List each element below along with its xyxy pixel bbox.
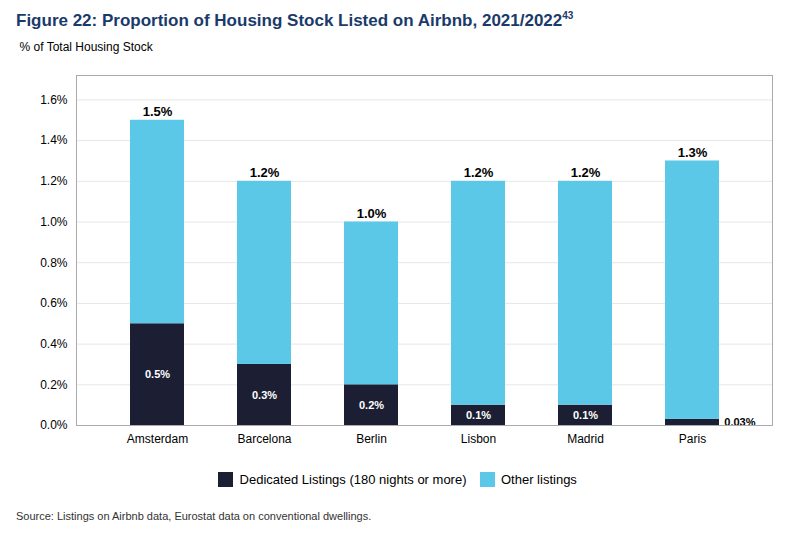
svg-text:1.3%: 1.3% xyxy=(678,145,708,160)
svg-text:0.0%: 0.0% xyxy=(40,418,68,432)
svg-text:0.5%: 0.5% xyxy=(145,368,170,380)
svg-text:0.6%: 0.6% xyxy=(40,296,68,310)
svg-text:1.0%: 1.0% xyxy=(357,206,387,221)
svg-text:0.03%: 0.03% xyxy=(724,416,755,428)
svg-text:1.4%: 1.4% xyxy=(40,133,68,147)
svg-text:1.2%: 1.2% xyxy=(571,165,601,180)
html-text:Other listings: Other listings xyxy=(501,471,577,487)
svg-text:Lisbon: Lisbon xyxy=(461,432,496,446)
svg-text:1.5%: 1.5% xyxy=(143,104,173,119)
html-text:Figure 22: Proportion of Housi: Figure 22: Proportion of Housing Stock L… xyxy=(16,10,563,30)
svg-text:Barcelona: Barcelona xyxy=(237,432,291,446)
svg-text:0.1%: 0.1% xyxy=(466,409,491,421)
svg-text:% of Total Housing Stock: % of Total Housing Stock xyxy=(20,40,154,54)
html-text:Dedicated Listings (180 nights: Dedicated Listings (180 nights or more) xyxy=(239,471,467,487)
svg-text:Paris: Paris xyxy=(679,432,706,446)
html-text:43: 43 xyxy=(562,10,574,21)
svg-text:0.8%: 0.8% xyxy=(40,255,68,269)
svg-text:0.4%: 0.4% xyxy=(40,337,68,351)
svg-text:Amsterdam: Amsterdam xyxy=(127,432,188,446)
svg-text:Madrid: Madrid xyxy=(567,432,604,446)
svg-text:0.2%: 0.2% xyxy=(359,398,384,410)
svg-text:0.3%: 0.3% xyxy=(252,388,277,400)
svg-text:0.2%: 0.2% xyxy=(40,377,68,391)
svg-text:1.2%: 1.2% xyxy=(40,174,68,188)
svg-text:1.2%: 1.2% xyxy=(250,165,280,180)
svg-text:1.0%: 1.0% xyxy=(40,215,68,229)
html-text:Source: Listings on Airbnb dat: Source: Listings on Airbnb data, Eurosta… xyxy=(16,510,372,523)
svg-text:Berlin: Berlin xyxy=(356,432,387,446)
svg-text:1.2%: 1.2% xyxy=(464,165,494,180)
svg-text:0.1%: 0.1% xyxy=(573,409,598,421)
svg-text:1.6%: 1.6% xyxy=(40,92,68,106)
